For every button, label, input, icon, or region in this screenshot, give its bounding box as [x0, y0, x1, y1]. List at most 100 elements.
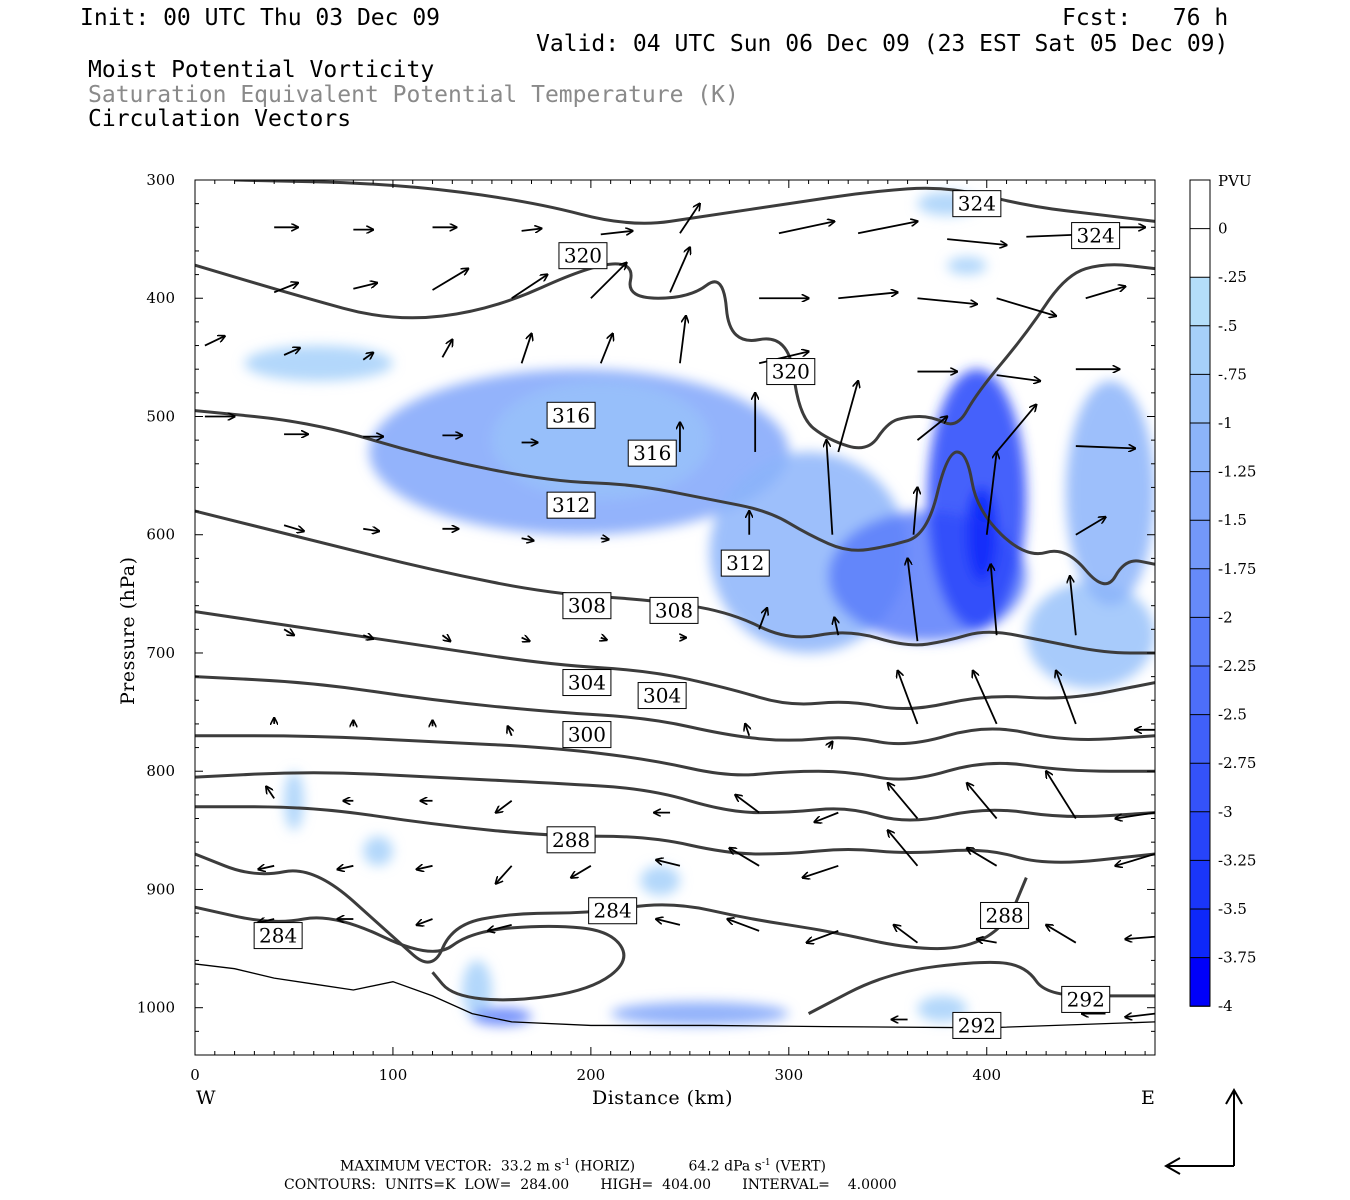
terrain-line	[195, 963, 1155, 1029]
contour-label-text: 312	[552, 493, 590, 517]
contour-label-box	[562, 592, 612, 620]
circulation-vector-84	[1115, 811, 1155, 819]
field-title-vectors: Circulation Vectors	[88, 106, 352, 132]
circulation-vector-5	[679, 204, 700, 234]
valid-time: Valid: 04 UTC Sun 06 Dec 09 (23 EST Sat …	[536, 31, 1229, 57]
init-time: Init: 00 UTC Thu 03 Dec 09	[80, 5, 441, 31]
max-vector-vert-exp: -1	[761, 1158, 771, 1168]
contour-label-text: 288	[552, 828, 590, 852]
y-tick-label: 400	[146, 289, 175, 307]
colorbar-label: -1.25	[1218, 463, 1256, 481]
contour-label-text: 304	[568, 671, 606, 695]
circulation-vector-107	[1125, 937, 1155, 939]
max-vector-vert-value: 64.2 dPa s	[688, 1158, 762, 1175]
contour-label-text: 308	[655, 598, 693, 622]
circulation-vector-18	[838, 292, 897, 300]
field-title-pv: Moist Potential Vorticity	[88, 57, 435, 83]
circulation-vector-82	[735, 795, 760, 814]
contour-label-box	[952, 1011, 1002, 1039]
circulation-vector-96	[967, 848, 998, 867]
circulation-vector-52	[985, 452, 997, 535]
circulation-vector-57	[521, 638, 530, 642]
y-tick-label: 600	[146, 526, 175, 544]
circulation-vector-3	[521, 228, 542, 230]
y-tick-label: 700	[146, 644, 175, 662]
colorbar-segment-1	[1190, 228, 1210, 278]
contour-label-304-11: 304	[637, 682, 687, 710]
colorbar-segment-11	[1190, 714, 1210, 764]
circulation-vectors	[204, 204, 1155, 1020]
colorbar-segment-8	[1190, 568, 1210, 618]
forecast-hour: Fcst: 76 h	[1062, 5, 1229, 31]
plot-frame	[194, 179, 1156, 1056]
circulation-vector-94	[803, 864, 839, 878]
contour-label-304-10: 304	[562, 669, 612, 697]
contour-label-box	[562, 721, 612, 749]
circulation-vector-91	[571, 865, 592, 878]
contour-label-box	[627, 439, 677, 467]
max-vector-horiz-value: 33.2 m s	[500, 1158, 562, 1175]
x-tick-label: 0	[190, 1066, 200, 1084]
circulation-vector-15	[590, 263, 627, 299]
contour-label-text: 316	[552, 403, 590, 427]
circulation-vector-104	[894, 925, 919, 944]
circulation-vector-60	[758, 608, 767, 630]
colorbar-label: -1	[1218, 414, 1233, 432]
contour-line-300-6	[195, 734, 1155, 781]
circulation-vector-4	[600, 231, 633, 235]
pv-region-6	[1026, 582, 1155, 689]
contour-label-284-14: 284	[588, 897, 638, 925]
circulation-vector-44	[283, 524, 304, 531]
max-vector-horiz-tag: (HORIZ)	[574, 1158, 636, 1175]
pv-region-10	[244, 345, 393, 382]
colorbar-segment-16	[1190, 957, 1210, 1007]
max-vector-label: MAXIMUM VECTOR:	[340, 1158, 492, 1175]
circulation-vector-43	[1075, 446, 1135, 448]
contour-label-box	[637, 682, 687, 710]
circulation-vector-103	[807, 930, 839, 943]
pv-region-5	[966, 487, 997, 583]
contour-line-288-9	[195, 852, 1028, 964]
circulation-vector-102	[727, 919, 760, 932]
circulation-vector-93	[729, 848, 760, 867]
colorbar-label: 0	[1218, 220, 1228, 238]
circulation-vector-24	[362, 353, 373, 361]
colorbar-label: -2.75	[1218, 754, 1256, 772]
x-tick-label: 300	[774, 1066, 803, 1084]
circulation-vector-41	[916, 416, 947, 441]
axes: 300 400 500 600 700 800 900 1000 0 100 200 300 400	[137, 171, 1155, 1084]
circulation-vector-12	[353, 283, 377, 290]
contour-label-box	[1061, 985, 1111, 1013]
contour-label-text: 324	[1077, 224, 1115, 248]
contour-label-text: 316	[633, 441, 671, 465]
contour-line-296-7	[195, 771, 1155, 822]
circulation-vector-53	[1075, 517, 1106, 536]
contour-line-292-8	[195, 805, 1155, 864]
contour-line-316-2	[195, 409, 1155, 586]
circulation-vector-92	[656, 860, 681, 867]
theta-e-contours	[195, 180, 1155, 1015]
circulation-vector-40	[837, 381, 858, 453]
field-title-thetae: Saturation Equivalent Potential Temperat…	[88, 82, 739, 108]
circulation-vector-65	[898, 671, 919, 725]
contour-label-300-12: 300	[562, 721, 612, 749]
contour-line-308-4	[195, 610, 1155, 711]
circulation-vector-101	[656, 919, 681, 926]
circulation-vector-14	[511, 275, 548, 299]
colorbar-label: -.5	[1218, 317, 1237, 335]
circulation-vector-71	[508, 726, 512, 737]
contour-label-box	[558, 242, 608, 270]
circulation-vector-6	[778, 221, 834, 235]
contour-label-text: 320	[564, 244, 602, 268]
circulation-vector-106	[1046, 925, 1077, 944]
circulation-vector-77	[266, 787, 275, 799]
contour-label-288-13: 288	[546, 826, 596, 854]
circulation-vector-51	[912, 487, 918, 535]
colorbar-segment-12	[1190, 763, 1210, 812]
colorbar-segment-5	[1190, 423, 1210, 472]
circulation-vector-80	[496, 800, 513, 813]
x-axis-title: Distance (km)	[592, 1087, 733, 1109]
circulation-vector-86	[1115, 853, 1155, 866]
contour-label-292-17: 292	[1061, 985, 1111, 1013]
